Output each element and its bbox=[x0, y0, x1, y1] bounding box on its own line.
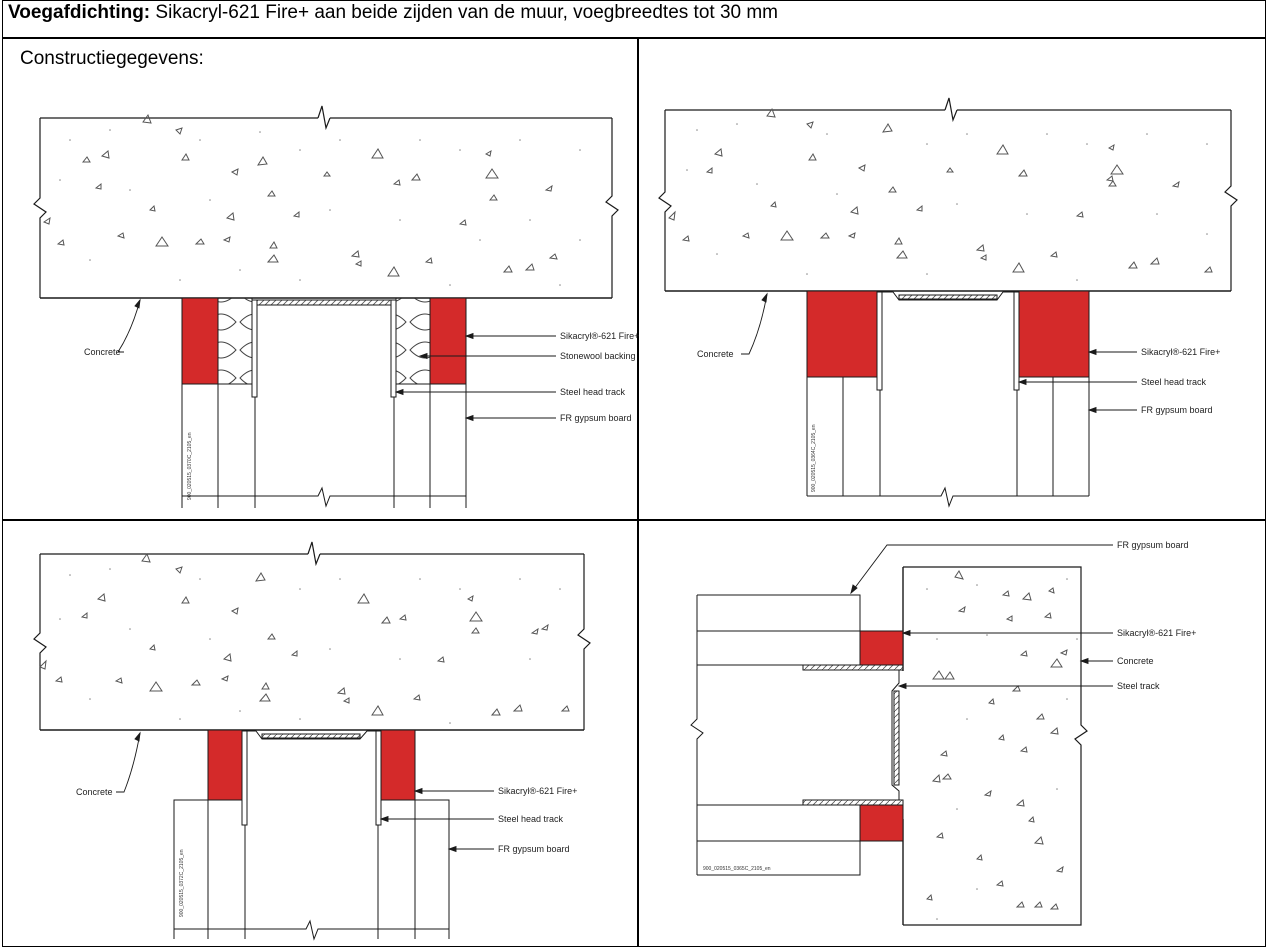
label-board: FR gypsum board bbox=[1117, 540, 1189, 550]
leader-lines bbox=[741, 292, 1137, 414]
steel-head-track bbox=[241, 730, 382, 826]
title-bold: Voegafdichting: bbox=[8, 2, 151, 23]
sealant-right bbox=[429, 297, 467, 385]
label-sealant: Sikacryl®-621 Fire+ bbox=[560, 331, 639, 341]
gypsum-boards bbox=[181, 384, 467, 508]
concrete-slab bbox=[33, 105, 619, 299]
gypsum-boards bbox=[806, 377, 1090, 508]
concrete-slab bbox=[658, 97, 1238, 292]
leader-lines bbox=[117, 298, 556, 422]
diagram-wall-joint: FR gypsum board Sikacryl®-621 Fire+ Conc… bbox=[690, 540, 1196, 926]
label-concrete: Concrete bbox=[76, 787, 113, 797]
page-title: Voegafdichting: Sikacryl-621 Fire+ aan b… bbox=[8, 2, 778, 24]
label-sealant: Sikacryl®-621 Fire+ bbox=[1117, 628, 1196, 638]
label-sealant: Sikacryl®-621 Fire+ bbox=[498, 786, 577, 796]
steel-track bbox=[802, 664, 904, 806]
leader-lines bbox=[116, 731, 494, 853]
stonewool-backing-right bbox=[395, 297, 431, 385]
column-divider bbox=[637, 37, 639, 947]
concrete-slab bbox=[33, 541, 591, 731]
concrete-wall bbox=[902, 566, 1088, 926]
steel-head-track bbox=[876, 291, 1020, 391]
label-backing: Stonewool backing bbox=[560, 351, 636, 361]
sealant-top bbox=[859, 630, 904, 666]
sealant-left bbox=[207, 729, 243, 801]
label-board: FR gypsum board bbox=[498, 844, 570, 854]
leader-lines bbox=[850, 544, 1113, 690]
stonewool-backing-left bbox=[217, 297, 253, 385]
sealant-left bbox=[181, 297, 219, 385]
sealant-right bbox=[380, 729, 416, 801]
label-board: FR gypsum board bbox=[1141, 405, 1213, 415]
diagram-head-joint-with-backing: Sikacryl®-621 Fire+ Stonewool backing St… bbox=[33, 105, 639, 508]
steel-head-track bbox=[251, 299, 397, 398]
label-sealant: Sikacryl®-621 Fire+ bbox=[1141, 347, 1220, 357]
sealant-right bbox=[1018, 290, 1090, 378]
title-rest: Sikacryl-621 Fire+ aan beide zijden van … bbox=[150, 2, 779, 23]
sealant-left bbox=[806, 290, 878, 378]
section-heading: Constructiegegevens: bbox=[20, 48, 204, 69]
gypsum-boards bbox=[690, 594, 861, 876]
label-concrete: Concrete bbox=[697, 349, 734, 359]
label-track: Steel track bbox=[1117, 681, 1160, 691]
gypsum-boards bbox=[173, 799, 450, 941]
label-track: Steel head track bbox=[498, 814, 564, 824]
label-board: FR gypsum board bbox=[560, 413, 632, 423]
label-track: Steel head track bbox=[560, 387, 626, 397]
diagram-head-joint-deflection: Sikacryl®-621 Fire+ Steel head track FR … bbox=[33, 541, 591, 941]
diagram-head-joint-sealant: Sikacryl®-621 Fire+ Steel head track FR … bbox=[658, 97, 1238, 508]
sealant-bottom bbox=[859, 804, 904, 842]
header-divider bbox=[2, 37, 1266, 39]
row-divider bbox=[2, 519, 1266, 521]
label-concrete: Concrete bbox=[84, 347, 121, 357]
drawing-code: 900_020515_0364C_2105_en bbox=[811, 424, 817, 492]
label-track: Steel head track bbox=[1141, 377, 1207, 387]
label-concrete: Concrete bbox=[1117, 656, 1154, 666]
drawing-code: 900_020515_0372C_2105_en bbox=[179, 849, 185, 917]
drawing-code: 900_020515_0370C_2105_en bbox=[187, 432, 193, 500]
drawing-code: 900_020515_0365C_2105_en bbox=[703, 866, 771, 872]
